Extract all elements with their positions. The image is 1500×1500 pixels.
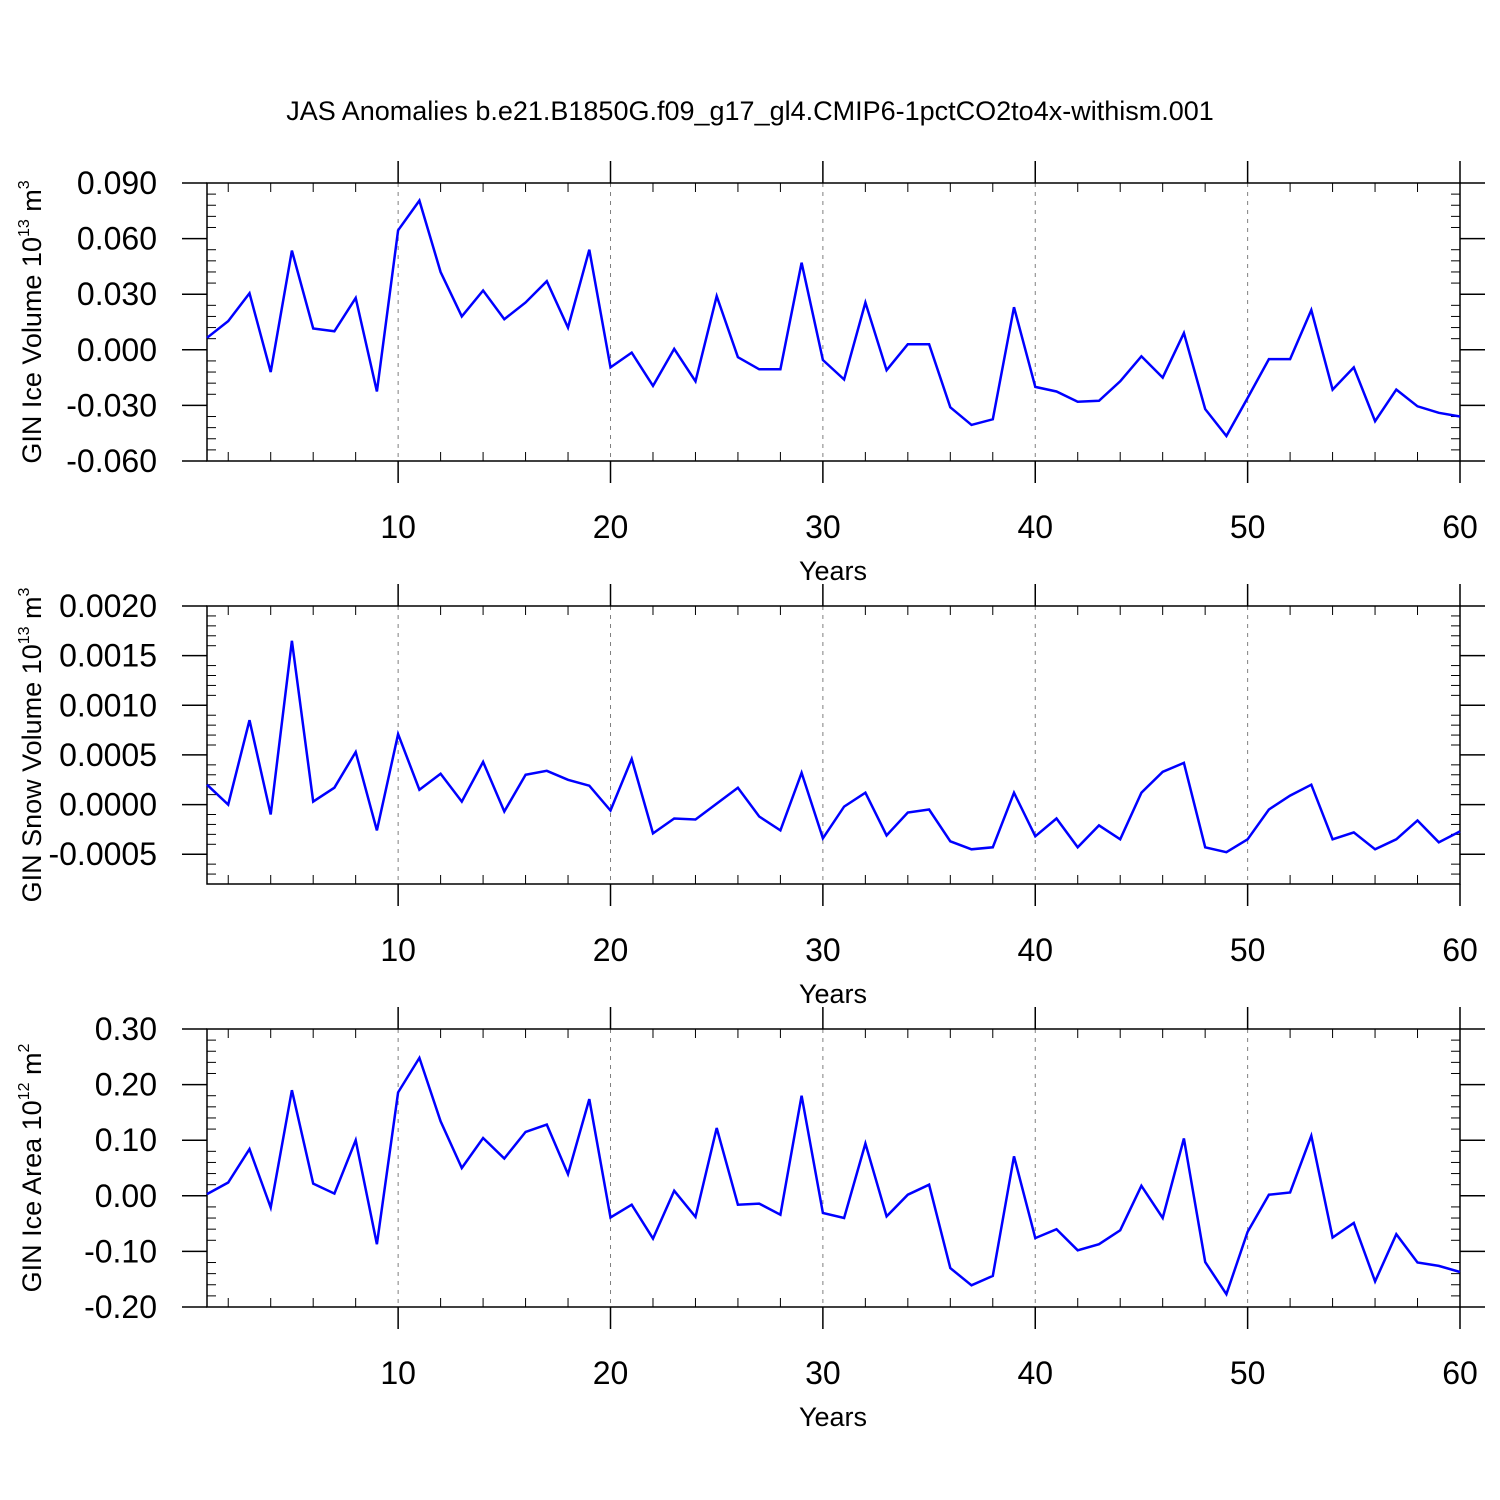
y-axis-label: GIN Snow Volume 1013 m3 xyxy=(16,587,47,902)
series-line-ice-volume xyxy=(206,197,1461,439)
tick-label-y: 0.00 xyxy=(95,1178,157,1214)
panels: 10 20 30 40 50 60 -0.060 -0.030 0.000 0.030 0.060 0… xyxy=(16,161,1485,1432)
tick-label-y: 0.0005 xyxy=(59,737,157,773)
panel-ice-area: 10 20 30 40 50 60 -0.20 -0.10 0.00 0.10 0.20 0.30 Ye… xyxy=(16,1007,1485,1432)
tick-label-y: -0.030 xyxy=(66,387,157,423)
tick-label-y: 0.000 xyxy=(77,332,157,368)
tick-label-x: 10 xyxy=(380,1355,416,1391)
y-axis-label: GIN Ice Area 1012 m2 xyxy=(16,1044,47,1293)
tick-label-x: 40 xyxy=(1017,509,1053,545)
chart-title: JAS Anomalies b.e21.B1850G.f09_g17_gl4.C… xyxy=(286,96,1214,126)
tick-label-y: 0.0015 xyxy=(59,638,157,674)
panel-snow-volume: 10 20 30 40 50 60 -0.0005 0.0000 0.0005 0.0010 0.0… xyxy=(16,584,1485,1009)
tick-label-y: -0.20 xyxy=(84,1289,157,1325)
tick-label-y: 0.0010 xyxy=(59,687,157,723)
tick-label-x: 60 xyxy=(1442,1355,1478,1391)
y-axis-label: GIN Ice Volume 1013 m3 xyxy=(16,180,47,463)
tick-label-y: 0.030 xyxy=(77,276,157,312)
tick-label-x: 60 xyxy=(1442,509,1478,545)
series-line-snow-volume xyxy=(206,640,1461,854)
x-axis-label: Years xyxy=(799,556,867,586)
tick-label-x: 40 xyxy=(1017,1355,1053,1391)
tick-label-y: 0.0020 xyxy=(59,588,157,624)
tick-label-y: 0.10 xyxy=(95,1122,157,1158)
tick-label-y: 0.090 xyxy=(77,165,157,201)
tick-label-y: -0.0005 xyxy=(48,836,157,872)
tick-label-x: 60 xyxy=(1442,932,1478,968)
tick-label-x: 50 xyxy=(1230,932,1266,968)
tick-label-y: -0.10 xyxy=(84,1233,157,1269)
tick-label-x: 10 xyxy=(380,509,416,545)
x-axis-label: Years xyxy=(799,979,867,1009)
tick-label-x: 30 xyxy=(805,1355,841,1391)
tick-label-x: 50 xyxy=(1230,509,1266,545)
panel-ice-volume: 10 20 30 40 50 60 -0.060 -0.030 0.000 0.030 0.060 0… xyxy=(16,161,1485,586)
tick-label-y: -0.060 xyxy=(66,443,157,479)
plot-frame xyxy=(206,1028,1461,1308)
plot-frame xyxy=(206,182,1461,462)
tick-label-x: 40 xyxy=(1017,932,1053,968)
series-line-ice-area xyxy=(206,1054,1461,1298)
tick-label-y: 0.20 xyxy=(95,1067,157,1103)
tick-label-y: 0.0000 xyxy=(59,787,157,823)
tick-label-x: 30 xyxy=(805,932,841,968)
tick-label-x: 20 xyxy=(593,1355,629,1391)
tick-label-y: 0.060 xyxy=(77,221,157,257)
tick-label-x: 30 xyxy=(805,509,841,545)
tick-label-x: 20 xyxy=(593,509,629,545)
tick-label-x: 20 xyxy=(593,932,629,968)
x-axis-label: Years xyxy=(799,1402,867,1432)
tick-label-y: 0.30 xyxy=(95,1011,157,1047)
tick-label-x: 50 xyxy=(1230,1355,1266,1391)
tick-label-x: 10 xyxy=(380,932,416,968)
